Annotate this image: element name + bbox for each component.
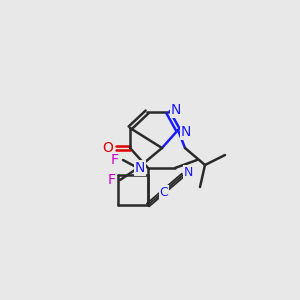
Text: N: N [135, 161, 145, 175]
Text: N: N [183, 166, 193, 178]
Text: O: O [103, 141, 113, 155]
Text: N: N [171, 103, 181, 117]
Text: F: F [108, 173, 116, 187]
Text: F: F [111, 153, 119, 167]
Text: C: C [159, 185, 168, 199]
Text: N: N [181, 125, 191, 139]
